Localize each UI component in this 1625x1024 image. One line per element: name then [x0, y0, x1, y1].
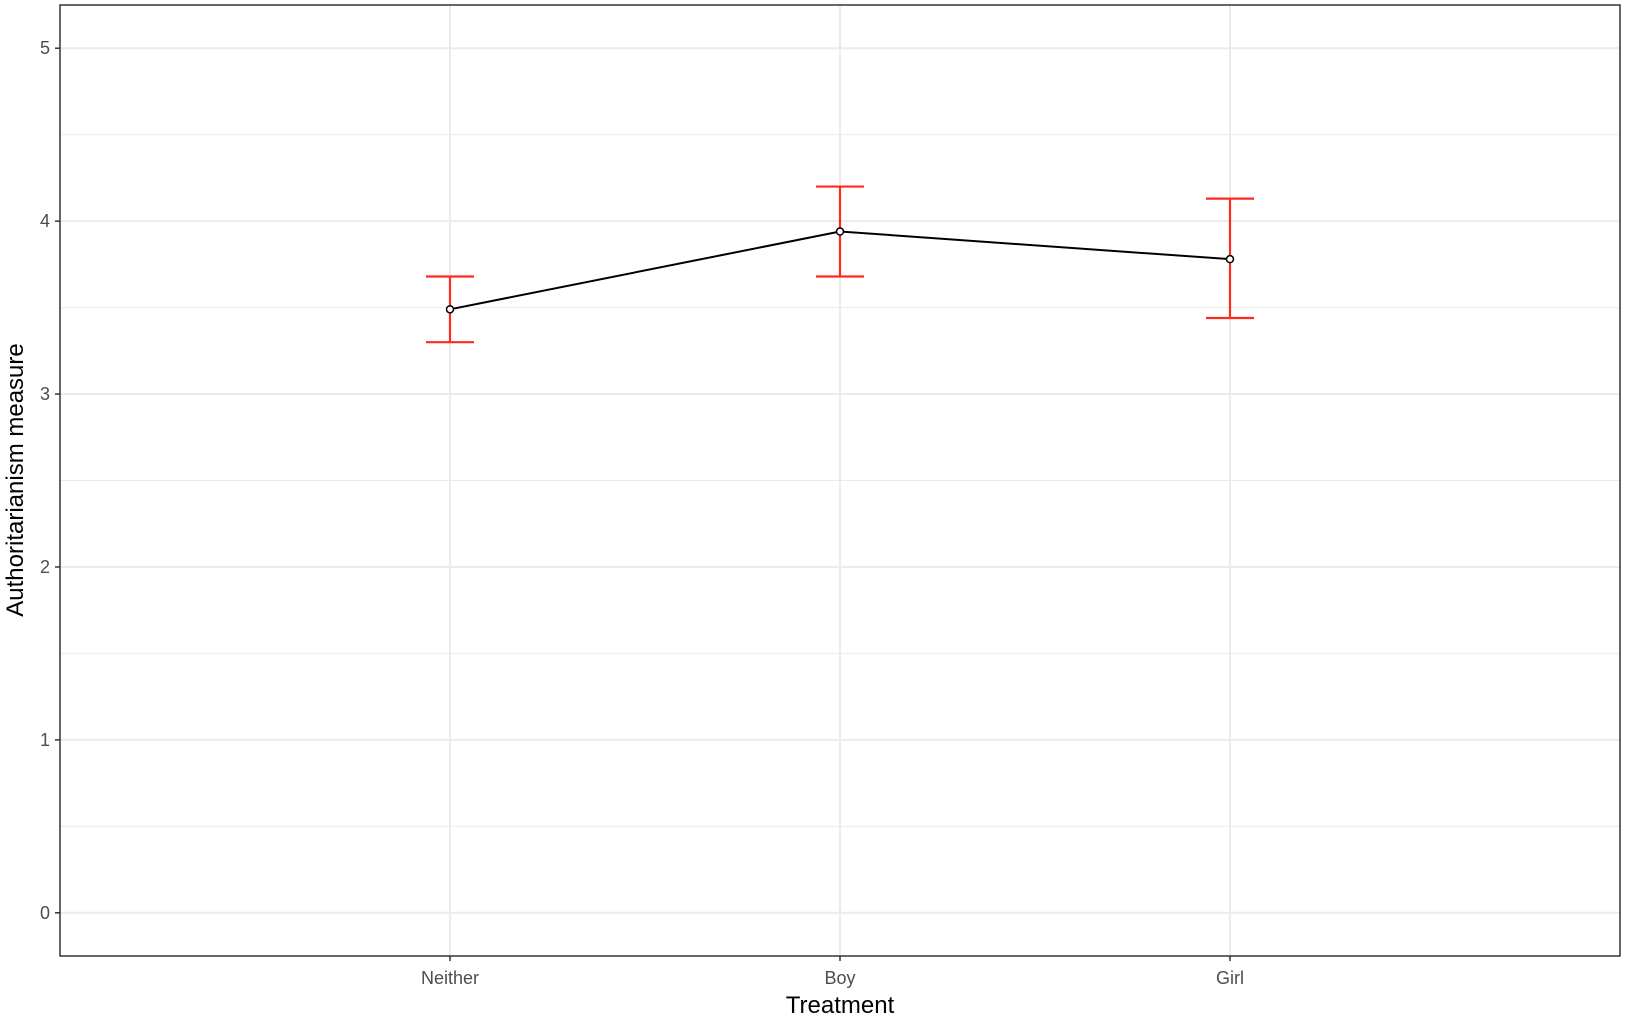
x-tick-label: Boy: [824, 968, 855, 988]
data-point: [835, 227, 845, 236]
y-tick-label: 2: [40, 557, 50, 577]
y-axis-title: Authoritarianism measure: [2, 343, 29, 616]
x-axis: Neither Boy Girl: [421, 956, 1244, 988]
data-point: [1225, 254, 1235, 264]
x-tick-label: Girl: [1216, 968, 1244, 988]
x-tick-label: Neither: [421, 968, 479, 988]
gridlines: [60, 5, 1620, 956]
y-tick-label: 4: [40, 211, 50, 231]
plot-marks: [426, 185, 1254, 344]
x-axis-title: Treatment: [786, 992, 895, 1019]
y-tick-label: 1: [40, 730, 50, 750]
data-point: [445, 305, 455, 314]
y-tick-label: 0: [40, 903, 50, 923]
y-tick-label: 5: [40, 38, 50, 58]
y-axis: 0 1 2 3 4 5: [40, 38, 60, 923]
y-tick-label: 3: [40, 384, 50, 404]
